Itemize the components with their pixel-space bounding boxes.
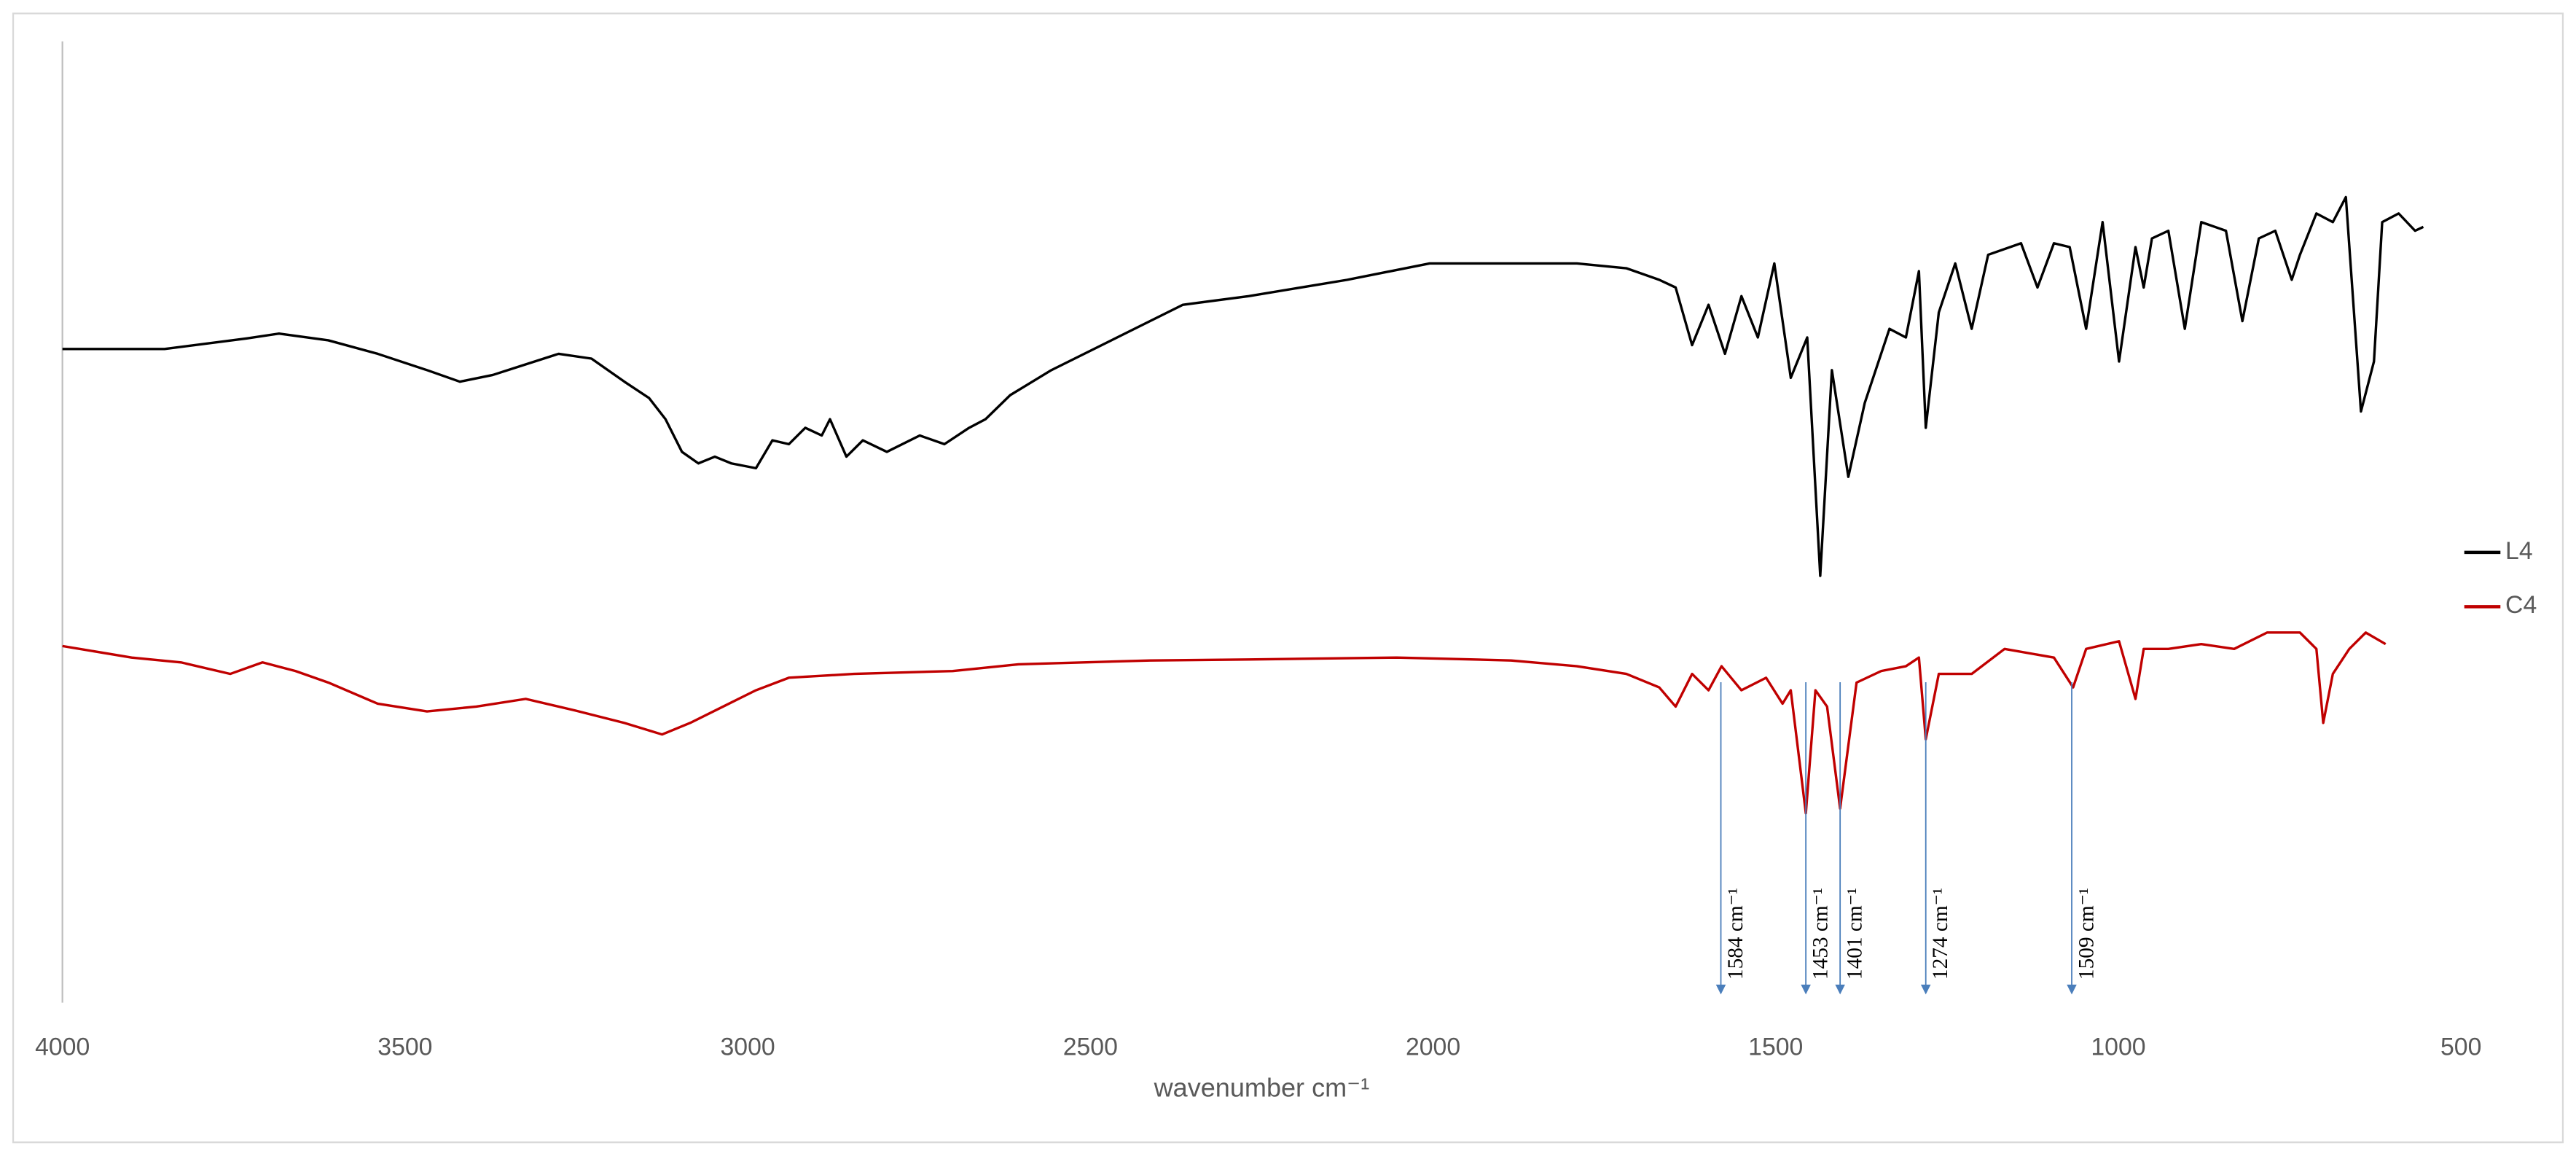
x-tick-label: 3000 [721,1034,775,1061]
chart-border [12,12,2564,1144]
legend-label: L4 [2505,537,2533,565]
legend-label: C4 [2505,591,2537,619]
annotation-arrowhead [1715,984,1726,995]
series-line [62,195,2424,577]
x-tick-label: 1500 [1748,1034,1803,1061]
annotation-label: 1453 cm⁻¹ [1809,888,1832,980]
annotation-arrowhead [1835,984,1845,995]
x-tick-label: 500 [2440,1034,2481,1061]
series-line [62,631,2387,815]
x-tick-label: 1000 [2091,1034,2145,1061]
annotation-label: 1274 cm⁻¹ [1929,888,1952,980]
x-tick-label: 2500 [1063,1034,1118,1061]
x-axis-title: wavenumber cm⁻¹ [1154,1073,1370,1103]
x-tick-label: 2000 [1406,1034,1460,1061]
x-tick-label: 3500 [377,1034,432,1061]
annotation-arrowhead [2067,984,2077,995]
annotation-label: 1584 cm⁻¹ [1724,888,1747,980]
x-tick-label: 4000 [35,1034,90,1061]
annotation-arrowhead [1801,984,1811,995]
annotation-label: 1509 cm⁻¹ [2075,888,2098,980]
annotation-label: 1401 cm⁻¹ [1843,888,1866,980]
annotation-arrowhead [1920,984,1931,995]
